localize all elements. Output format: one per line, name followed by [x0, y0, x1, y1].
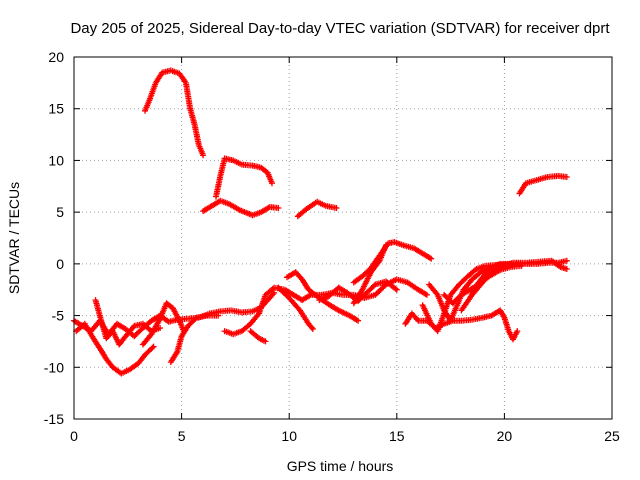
series-arc-9	[139, 300, 187, 348]
grid	[74, 57, 612, 419]
data-markers	[275, 284, 316, 332]
data-markers	[142, 67, 207, 159]
series-arc-17	[350, 242, 389, 307]
x-tick-label: 20	[497, 428, 513, 444]
data-markers	[316, 278, 400, 305]
data-markers	[469, 257, 570, 298]
x-tick-label: 25	[604, 428, 620, 444]
data-markers	[73, 320, 157, 377]
data-markers	[221, 276, 430, 338]
x-tick-label: 15	[389, 428, 405, 444]
series-arc-5	[516, 172, 570, 197]
x-axis-label: GPS time / hours	[287, 458, 394, 474]
data-markers	[139, 300, 187, 348]
y-tick-label: 10	[48, 152, 64, 168]
data-markers	[200, 197, 282, 219]
data-markers	[294, 198, 340, 220]
data-markers	[213, 155, 275, 200]
series-arc-13	[275, 284, 316, 332]
series-arc-11	[221, 276, 430, 338]
series-arc-16	[350, 239, 435, 286]
data-markers	[516, 172, 570, 197]
plot-area	[71, 67, 570, 377]
x-tick-label: 0	[70, 428, 78, 444]
series-arc-4	[294, 198, 340, 220]
y-axis-label: SDTVAR / TECUs	[6, 182, 22, 294]
y-tick-label: 20	[48, 49, 64, 65]
series-arc-15	[316, 278, 400, 305]
series-arc-7	[73, 320, 157, 377]
series-arc-3	[200, 197, 282, 219]
chart-title: Day 205 of 2025, Sidereal Day-to-day VTE…	[70, 20, 610, 37]
data-markers	[350, 242, 389, 307]
x-tick-label: 10	[281, 428, 297, 444]
series-arc-8	[92, 297, 164, 348]
series-arc-2	[213, 155, 275, 200]
y-tick-label: 0	[56, 256, 64, 272]
y-tick-label: -15	[44, 411, 64, 427]
data-markers	[247, 328, 269, 345]
series-arc-10	[167, 312, 222, 366]
plot-frame	[73, 56, 613, 420]
y-tick-label: 15	[48, 101, 64, 117]
series-arc-23	[469, 257, 570, 298]
data-markers	[167, 312, 222, 366]
y-tick-label: 5	[56, 204, 64, 220]
y-tick-label: -10	[44, 359, 64, 375]
x-tick-label: 5	[178, 428, 186, 444]
data-markers	[92, 297, 164, 348]
data-markers	[350, 239, 435, 286]
series-arc-12	[247, 328, 269, 345]
series-arc-1	[142, 67, 207, 159]
y-tick-label: -5	[52, 308, 65, 324]
